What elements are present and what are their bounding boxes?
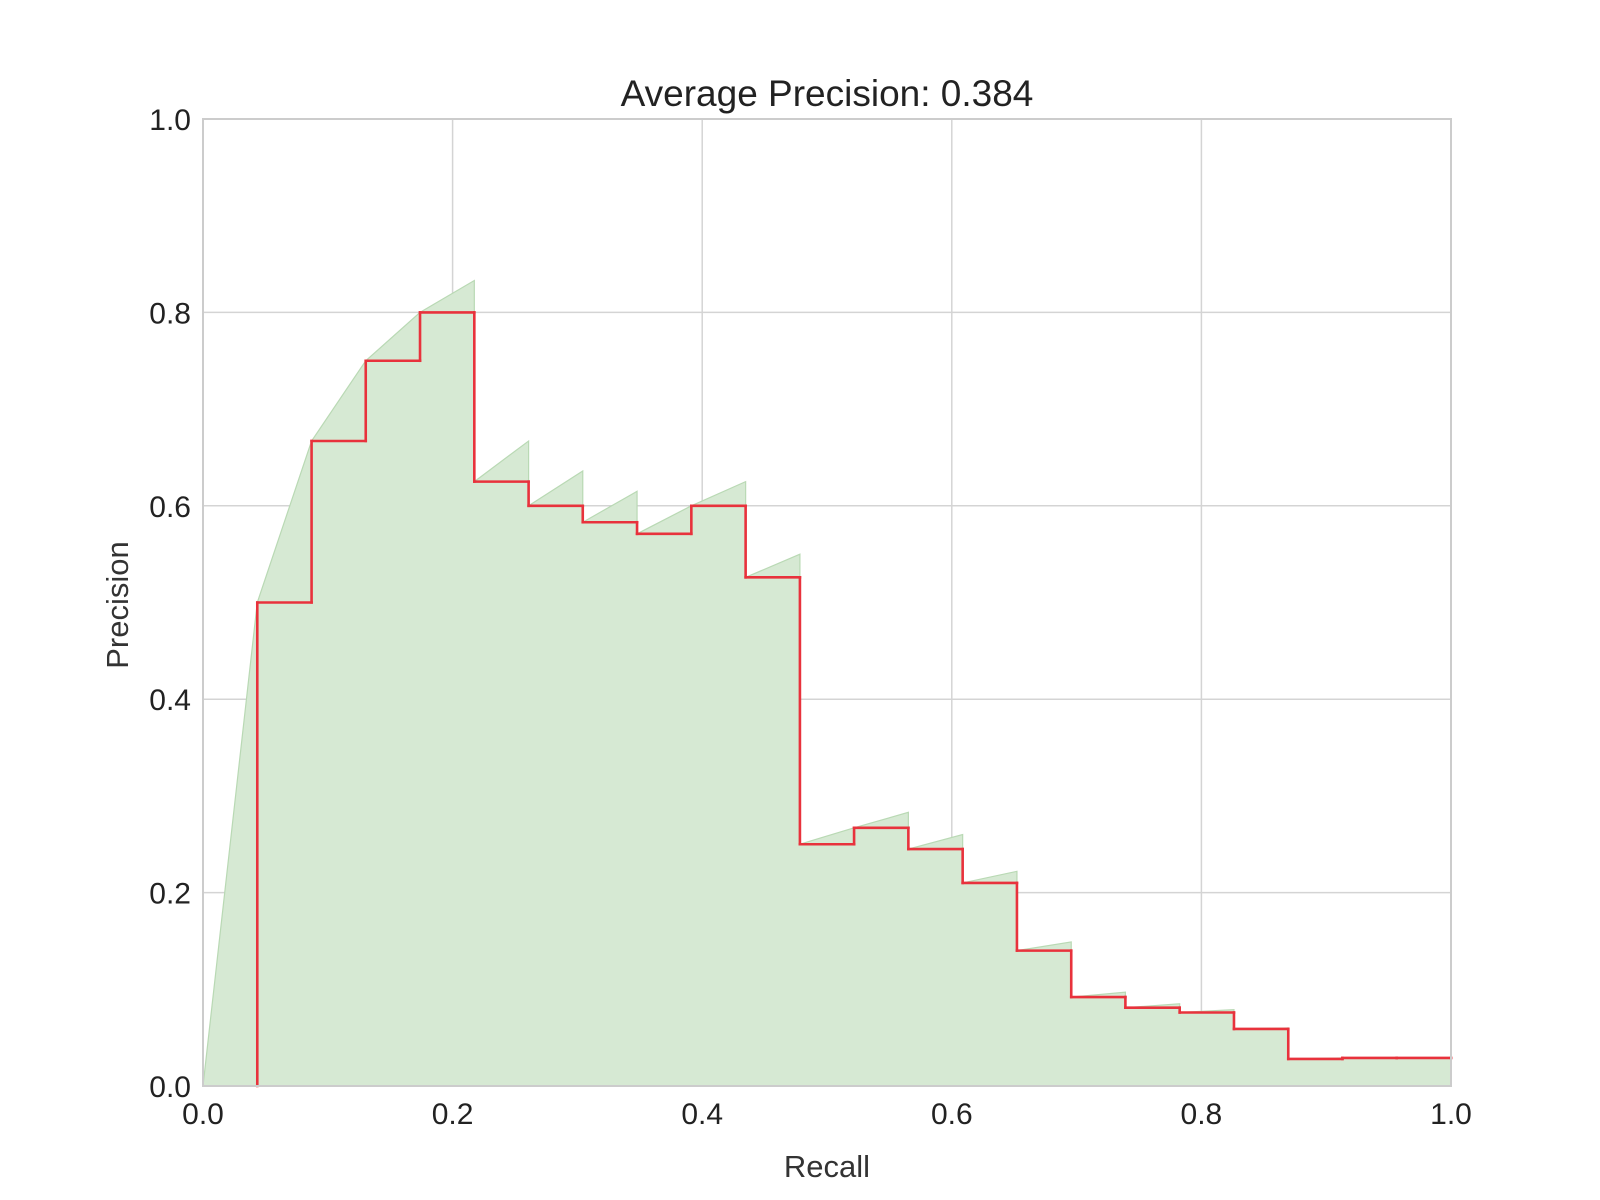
y-axis-title: Precision — [100, 541, 135, 669]
x-tick-label: 0.8 — [1181, 1098, 1223, 1131]
y-tick-label: 0.8 — [149, 297, 191, 330]
x-tick-label: 0.2 — [432, 1098, 474, 1131]
y-tick-labels: 0.0 0.2 0.4 0.6 0.8 1.0 — [149, 104, 191, 1104]
precision-area-fill — [202, 279, 1452, 1087]
plot-frame — [202, 118, 1452, 1087]
x-axis-title: Recall — [784, 1149, 870, 1184]
chart-title: Average Precision: 0.384 — [621, 73, 1034, 114]
x-tick-label: 1.0 — [1430, 1098, 1472, 1131]
y-tick-label: 0.0 — [149, 1071, 191, 1104]
y-tick-label: 1.0 — [149, 104, 191, 137]
x-tick-labels: 0.0 0.2 0.4 0.6 0.8 1.0 — [182, 1098, 1472, 1131]
x-tick-label: 0.6 — [931, 1098, 973, 1131]
precision-fill-area — [202, 279, 1452, 1087]
x-tick-label: 0.4 — [681, 1098, 723, 1131]
y-tick-label: 0.4 — [149, 684, 191, 717]
y-tick-label: 0.2 — [149, 878, 191, 911]
y-tick-label: 0.6 — [149, 491, 191, 524]
precision-step-series — [255, 311, 1453, 1088]
x-tick-label: 0.0 — [182, 1098, 224, 1131]
